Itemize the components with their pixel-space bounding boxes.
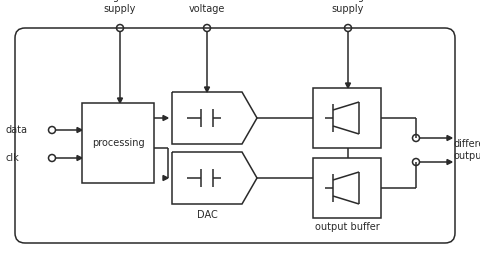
Text: output buffer: output buffer [314, 222, 379, 232]
Text: digital
supply: digital supply [104, 0, 136, 14]
Polygon shape [447, 135, 452, 140]
FancyBboxPatch shape [15, 28, 455, 243]
Polygon shape [163, 176, 168, 181]
Text: differential
output: differential output [454, 139, 480, 161]
Text: analog
supply: analog supply [332, 0, 364, 14]
Polygon shape [77, 127, 82, 133]
Polygon shape [77, 155, 82, 161]
Text: processing: processing [92, 138, 144, 148]
Polygon shape [204, 87, 209, 92]
Bar [82, 103, 154, 183]
Text: reference
voltage: reference voltage [184, 0, 230, 14]
Polygon shape [163, 116, 168, 120]
Text: DAC: DAC [197, 210, 217, 220]
Polygon shape [346, 83, 350, 88]
Text: data: data [5, 125, 27, 135]
Polygon shape [118, 98, 122, 103]
Text: clk: clk [5, 153, 19, 163]
Polygon shape [353, 199, 359, 204]
Bar [313, 158, 381, 218]
Bar [313, 88, 381, 148]
Polygon shape [353, 129, 359, 134]
Polygon shape [447, 160, 452, 164]
